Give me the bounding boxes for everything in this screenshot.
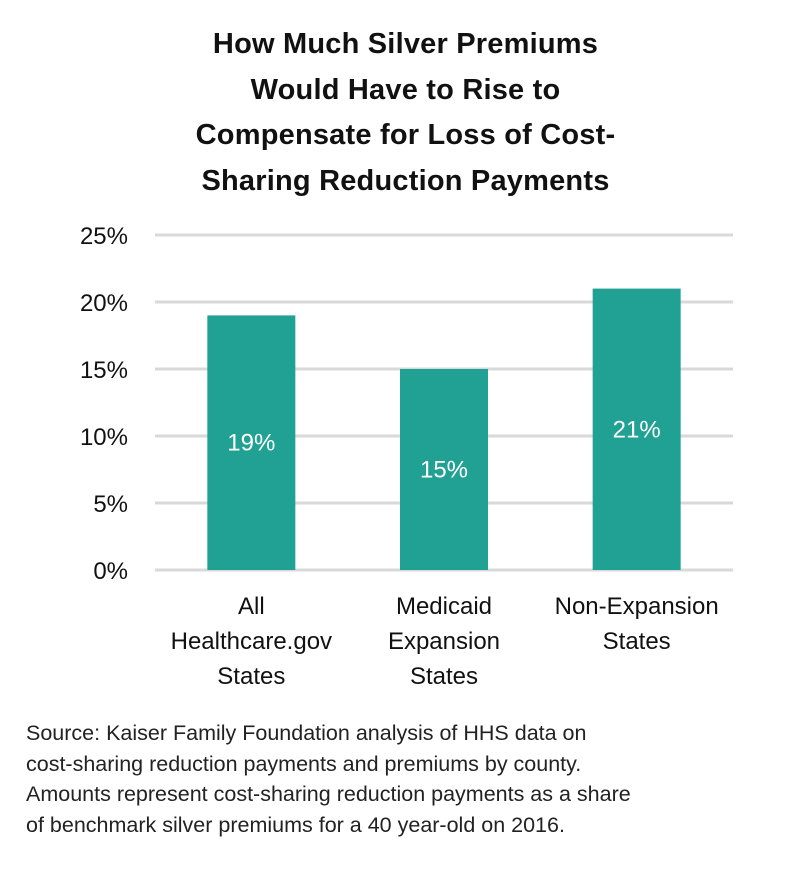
y-axis-tick-labels: 0% 5% 10% 15% 20% 25% — [80, 223, 128, 585]
y-tick-label: 5% — [93, 491, 128, 518]
bar — [207, 315, 296, 570]
x-category-label: States — [410, 663, 478, 690]
y-tick-label: 20% — [80, 290, 128, 317]
bar — [400, 369, 488, 570]
x-category-label: Expansion — [388, 628, 500, 655]
x-category-label: All — [238, 593, 265, 620]
bar — [592, 288, 681, 570]
chart-title: How Much Silver Premiums Would Have to R… — [195, 28, 616, 197]
bar-data-labels: 19% 15% 21% — [227, 416, 660, 483]
x-category-label: Medicaid — [396, 593, 492, 620]
y-tick-label: 15% — [80, 357, 128, 384]
x-category-label: Healthcare.gov — [171, 628, 332, 655]
x-axis-category-labels: All Healthcare.gov States Medicaid Expansion… — [171, 593, 719, 690]
x-category-label: Non-Expansion — [555, 593, 719, 620]
source-note: Source: Kaiser Family Foundation analysi… — [26, 721, 631, 837]
y-tick-label: 10% — [80, 424, 128, 451]
bars — [207, 288, 681, 570]
x-category-label: States — [217, 663, 285, 690]
bar-chart: 0% 5% 10% 15% 20% 25% 19% 15% 21% All Healthcare… — [80, 223, 733, 690]
bar-data-label: 15% — [420, 457, 468, 484]
y-tick-label: 0% — [93, 558, 128, 585]
bar-data-label: 21% — [613, 416, 661, 443]
bar-data-label: 19% — [227, 430, 275, 457]
x-category-label: States — [603, 628, 671, 655]
y-tick-label: 25% — [80, 223, 128, 250]
